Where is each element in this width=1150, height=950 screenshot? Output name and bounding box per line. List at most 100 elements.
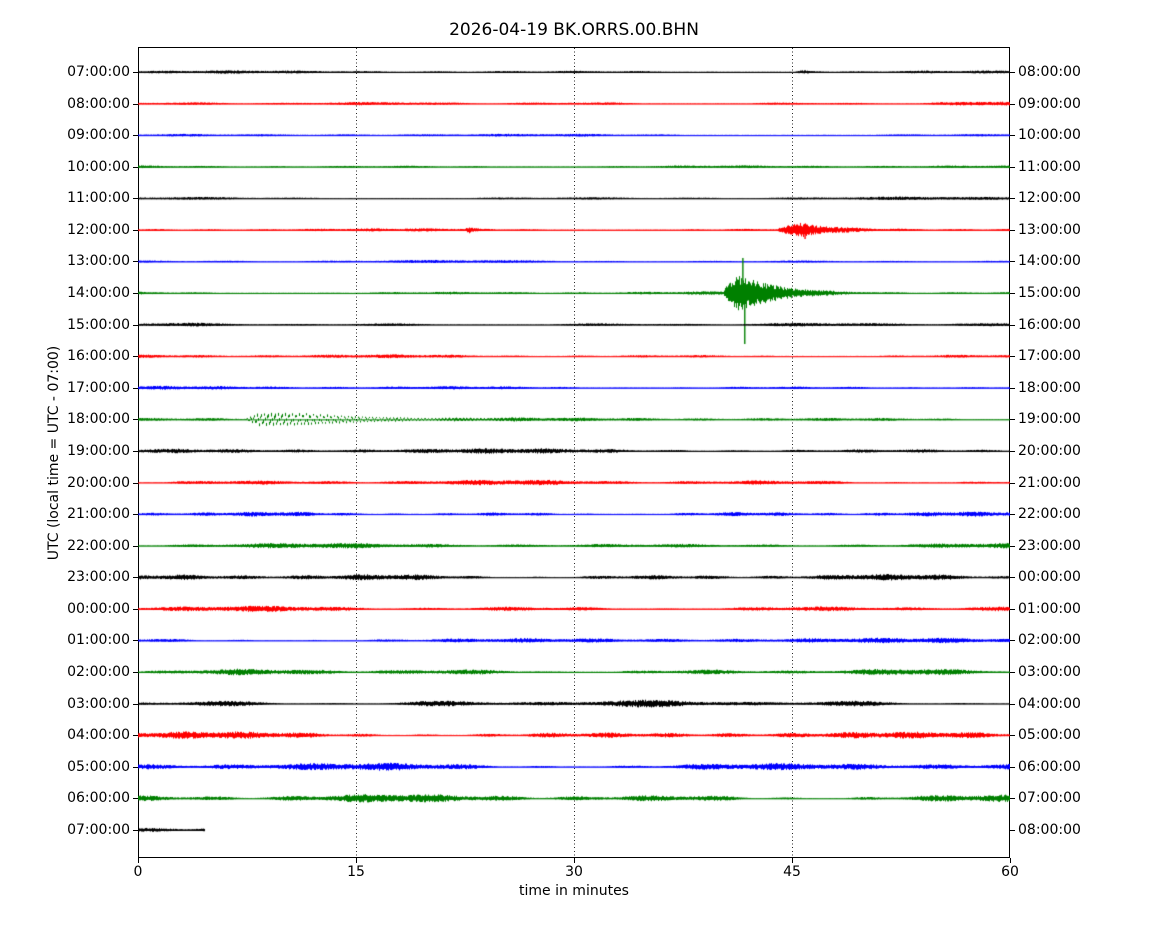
local-time-label: 19:00:00 (1018, 411, 1081, 428)
y-tick-mark-right (1010, 135, 1015, 137)
y-tick-mark-left (133, 261, 138, 263)
y-tick-mark-right (1010, 703, 1015, 705)
utc-time-label: 00:00:00 (67, 600, 130, 617)
y-tick-mark-right (1010, 450, 1015, 452)
y-tick-mark-left (133, 387, 138, 389)
local-time-label: 22:00:00 (1018, 506, 1081, 523)
y-tick-mark-right (1010, 419, 1015, 421)
y-tick-mark-right (1010, 103, 1015, 105)
local-time-label: 06:00:00 (1018, 758, 1081, 775)
y-tick-mark-left (133, 198, 138, 200)
utc-time-label: 21:00:00 (67, 506, 130, 523)
local-time-label: 08:00:00 (1018, 64, 1081, 80)
y-tick-mark-left (133, 482, 138, 484)
y-tick-mark-left (133, 766, 138, 768)
y-tick-mark-right (1010, 261, 1015, 263)
y-tick-mark-left (133, 608, 138, 610)
local-time-label: 15:00:00 (1018, 285, 1081, 302)
y-tick-mark-left (133, 672, 138, 674)
utc-time-label: 18:00:00 (67, 411, 130, 428)
local-time-label: 01:00:00 (1018, 600, 1081, 617)
y-tick-mark-right (1010, 293, 1015, 295)
local-time-label: 09:00:00 (1018, 95, 1081, 112)
x-tick-mark (138, 858, 139, 863)
utc-time-label: 16:00:00 (67, 348, 130, 365)
y-tick-mark-right (1010, 829, 1015, 831)
utc-time-label: 07:00:00 (67, 64, 130, 80)
local-time-label: 18:00:00 (1018, 379, 1081, 396)
y-tick-mark-left (133, 640, 138, 642)
x-tick-mark (1010, 858, 1011, 863)
local-time-label: 23:00:00 (1018, 537, 1081, 554)
y-tick-mark-left (133, 577, 138, 579)
local-time-label: 07:00:00 (1018, 790, 1081, 807)
y-tick-mark-right (1010, 766, 1015, 768)
utc-time-label: 11:00:00 (67, 190, 130, 207)
local-time-label: 02:00:00 (1018, 632, 1081, 649)
y-tick-mark-left (133, 324, 138, 326)
utc-time-label: 07:00:00 (67, 821, 130, 838)
utc-time-label: 12:00:00 (67, 221, 130, 238)
y-tick-mark-left (133, 293, 138, 295)
y-tick-mark-right (1010, 545, 1015, 547)
y-tick-mark-left (133, 72, 138, 73)
y-tick-mark-right (1010, 229, 1015, 231)
utc-time-label: 04:00:00 (67, 727, 130, 744)
utc-time-label: 13:00:00 (67, 253, 130, 270)
y-tick-mark-left (133, 135, 138, 137)
utc-time-label: 09:00:00 (67, 127, 130, 144)
local-time-label: 21:00:00 (1018, 474, 1081, 491)
y-tick-mark-right (1010, 672, 1015, 674)
x-tick-label: 45 (783, 864, 801, 880)
y-tick-mark-right (1010, 166, 1015, 168)
utc-time-label: 03:00:00 (67, 695, 130, 712)
y-tick-mark-left (133, 229, 138, 231)
local-time-label: 14:00:00 (1018, 253, 1081, 270)
y-tick-mark-right (1010, 482, 1015, 484)
y-tick-mark-left (133, 450, 138, 452)
y-tick-mark-left (133, 545, 138, 547)
utc-time-label: 20:00:00 (67, 474, 130, 491)
x-tick-label: 30 (565, 864, 583, 880)
utc-time-label: 23:00:00 (67, 569, 130, 586)
y-tick-mark-right (1010, 798, 1015, 800)
utc-time-label: 22:00:00 (67, 537, 130, 554)
local-time-label: 20:00:00 (1018, 442, 1081, 459)
x-tick-mark (574, 858, 575, 863)
y-tick-mark-right (1010, 356, 1015, 358)
local-time-label: 16:00:00 (1018, 316, 1081, 333)
utc-time-label: 05:00:00 (67, 758, 130, 775)
local-time-label: 08:00:00 (1018, 821, 1081, 838)
waveform-canvas (138, 47, 1010, 858)
y-tick-mark-left (133, 735, 138, 737)
local-time-label: 12:00:00 (1018, 190, 1081, 207)
y-tick-mark-left (133, 798, 138, 800)
y-tick-mark-left (133, 103, 138, 105)
x-tick-label: 60 (1001, 864, 1019, 880)
y-tick-mark-right (1010, 324, 1015, 326)
x-tick-mark (792, 858, 793, 863)
local-time-label: 10:00:00 (1018, 127, 1081, 144)
y-tick-mark-right (1010, 198, 1015, 200)
y-tick-mark-left (133, 703, 138, 705)
y-tick-mark-right (1010, 735, 1015, 737)
local-time-label: 00:00:00 (1018, 569, 1081, 586)
utc-time-label: 14:00:00 (67, 285, 130, 302)
utc-time-label: 10:00:00 (67, 158, 130, 175)
utc-time-label: 19:00:00 (67, 442, 130, 459)
y-tick-mark-right (1010, 577, 1015, 579)
local-time-label: 03:00:00 (1018, 664, 1081, 681)
utc-time-label: 15:00:00 (67, 316, 130, 333)
y-tick-mark-right (1010, 514, 1015, 516)
utc-time-label: 02:00:00 (67, 664, 130, 681)
utc-time-label: 17:00:00 (67, 379, 130, 396)
local-time-label: 04:00:00 (1018, 695, 1081, 712)
utc-time-label: 06:00:00 (67, 790, 130, 807)
y-tick-mark-right (1010, 640, 1015, 642)
utc-time-label: 01:00:00 (67, 632, 130, 649)
local-time-label: 13:00:00 (1018, 221, 1081, 238)
y-tick-mark-left (133, 419, 138, 421)
chart-title: 2026-04-19 BK.ORRS.00.BHN (449, 20, 699, 40)
utc-time-label: 08:00:00 (67, 95, 130, 112)
